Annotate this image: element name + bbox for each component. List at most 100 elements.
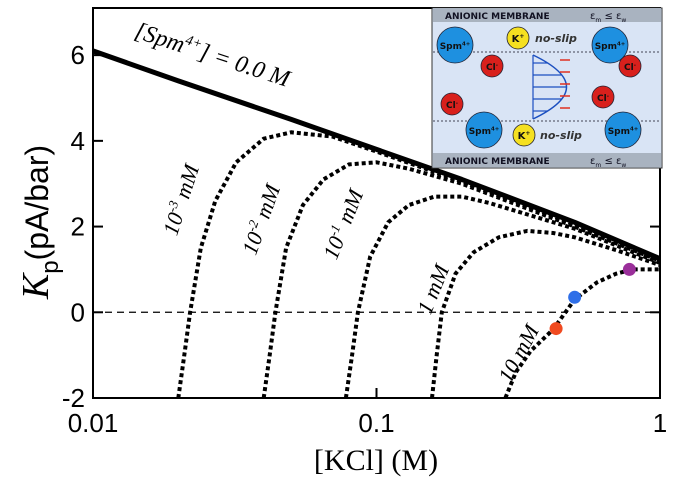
membrane-condition: εm ≤ εw	[590, 11, 626, 24]
membrane-label: ANIONIC MEMBRANE	[445, 157, 550, 167]
ion-label: K+	[512, 33, 525, 45]
ion	[591, 26, 629, 64]
label-part: K	[512, 34, 521, 45]
label-part: 4+	[617, 41, 625, 47]
ion-label: Cl-	[446, 100, 458, 111]
ion	[506, 26, 530, 50]
wall-condition: no-slip	[535, 32, 577, 45]
label-part: Spm	[595, 42, 617, 52]
label-part: w	[621, 162, 626, 169]
label-part: 10	[158, 209, 189, 238]
ion	[591, 85, 615, 109]
ion-label: Spm4+	[595, 41, 626, 52]
ion-label: K+	[518, 130, 531, 142]
label-part: [Spm	[132, 18, 188, 58]
ion	[440, 92, 464, 116]
highlight-point	[622, 262, 636, 276]
series-line	[343, 194, 661, 399]
label-part: 10 mM	[493, 319, 545, 387]
ion-label: Cl-	[486, 62, 498, 73]
label-part: -3	[164, 198, 182, 213]
label-part: m	[595, 17, 601, 24]
label-part: Cl	[446, 101, 456, 111]
label-part: Cl	[597, 94, 607, 104]
label-part: -1	[325, 222, 343, 238]
membrane-label: ANIONIC MEMBRANE	[445, 12, 550, 22]
label-part: 10	[318, 233, 349, 263]
label-part: 10	[237, 229, 268, 258]
label-part: (pA/bar)	[19, 145, 55, 261]
series-line	[261, 160, 661, 399]
label-part: Cl	[486, 63, 496, 73]
highlight-point	[549, 322, 563, 336]
series-label: [Spm4+] = 0.0 M	[132, 17, 296, 94]
series-label: 1 mM	[412, 259, 455, 317]
y-tick-label: 6	[71, 40, 85, 70]
label-part: +	[519, 33, 524, 40]
series-label: 10-3 mM	[157, 159, 205, 238]
label-part: ε	[590, 156, 595, 167]
y-tick-label: -2	[62, 383, 85, 413]
membrane	[433, 153, 661, 167]
ion	[436, 26, 474, 64]
y-tick-label: 4	[71, 126, 85, 156]
wall-condition: no-slip	[540, 129, 582, 142]
ion	[604, 111, 642, 149]
membrane-condition: εm ≤ εw	[590, 156, 626, 169]
series-line	[430, 228, 661, 399]
label-part: 4+	[491, 126, 499, 132]
y-tick-label: 0	[71, 297, 85, 327]
series-line	[176, 130, 661, 399]
label-part: Spm	[608, 127, 630, 137]
label-part: 1 mM	[412, 259, 455, 317]
label-part: ≤ ε	[601, 156, 621, 167]
highlight-point	[568, 290, 582, 304]
ion-label: Cl-	[624, 62, 636, 73]
label-part: +	[525, 130, 530, 137]
label-part: K	[518, 131, 527, 142]
label-part: p	[37, 260, 64, 273]
label-part: 4+	[462, 41, 470, 47]
series-label: 10 mM	[493, 319, 545, 387]
label-part: -	[634, 62, 636, 68]
x-axis-label: [KCl] (M)	[314, 444, 438, 477]
label-part: Spm	[440, 42, 462, 52]
label-part: ε	[590, 11, 595, 22]
x-tick-label: 0.01	[68, 408, 119, 438]
membrane	[433, 8, 661, 22]
x-tick-label: 1	[653, 408, 667, 438]
label-part: mM	[330, 184, 369, 232]
label-part: m	[595, 162, 601, 169]
ion-label: Spm4+	[440, 41, 471, 52]
label-part: -	[496, 62, 498, 68]
ion-label: Cl-	[597, 93, 609, 104]
label-part: mM	[168, 160, 205, 207]
series-label: 10-1 mM	[317, 184, 369, 263]
label-part: K	[15, 272, 57, 300]
label-part: 4+	[630, 126, 638, 132]
series-line	[92, 48, 661, 261]
ion	[618, 54, 642, 78]
series-label: 10-2 mM	[236, 179, 286, 258]
ion	[512, 123, 536, 147]
label-part: 4+	[183, 32, 204, 52]
ion-label: Spm4+	[469, 126, 500, 137]
label-part: mM	[248, 179, 286, 226]
label-part: ≤ ε	[601, 11, 621, 22]
label-part: -	[607, 93, 609, 99]
y-tick-label: 2	[71, 212, 85, 242]
ion	[480, 54, 504, 78]
x-tick-label: 0.1	[358, 408, 394, 438]
label-part: -	[456, 100, 458, 106]
label-part: Cl	[624, 63, 634, 73]
ion	[465, 111, 503, 149]
y-axis-label: Kp(pA/bar)	[15, 145, 64, 300]
ion-label: Spm4+	[608, 126, 639, 137]
label-part: -2	[244, 218, 262, 234]
velocity-profile	[532, 54, 567, 120]
label-part: w	[621, 17, 626, 24]
label-part: ] = 0.0 M	[195, 39, 295, 94]
label-part: Spm	[469, 127, 491, 137]
